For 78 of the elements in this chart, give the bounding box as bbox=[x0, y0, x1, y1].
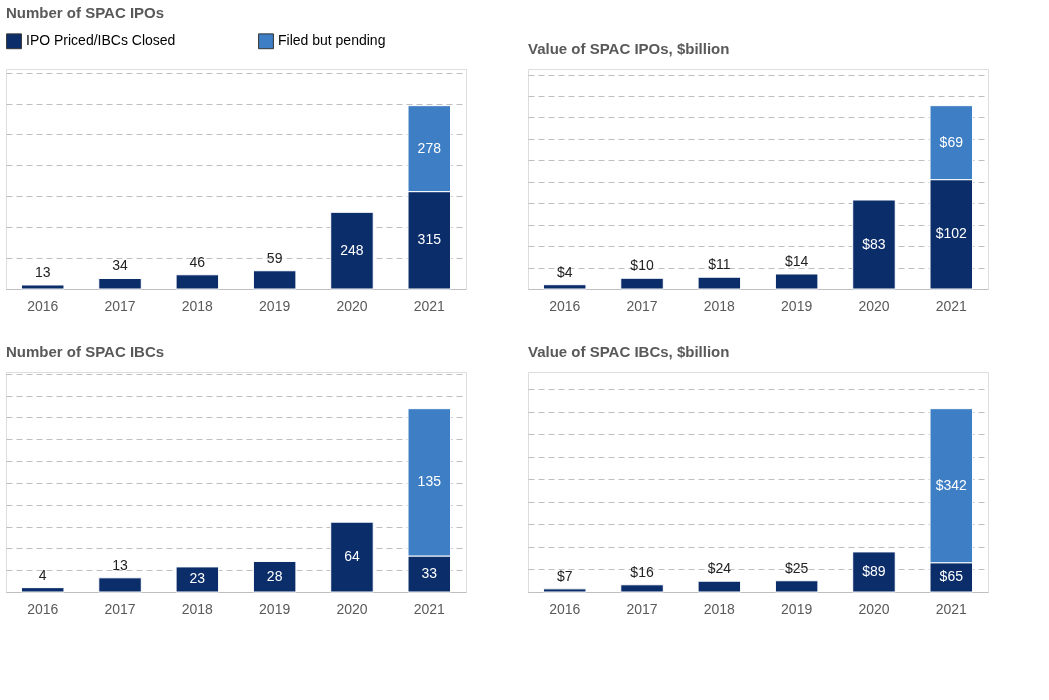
x-tick-label: 2017 bbox=[626, 600, 658, 617]
data-label: $342 bbox=[935, 476, 968, 493]
bar bbox=[620, 277, 664, 290]
x-tick-label: 2018 bbox=[181, 297, 214, 314]
x-tick-label: 2019 bbox=[259, 297, 291, 314]
data-label: $89 bbox=[862, 562, 886, 579]
bar bbox=[20, 587, 65, 593]
data-label: 34 bbox=[112, 257, 129, 274]
bar bbox=[252, 270, 297, 290]
x-tick-label: 2016 bbox=[27, 600, 59, 617]
data-label: 64 bbox=[344, 548, 360, 565]
x-tick-label: 2016 bbox=[549, 297, 581, 314]
data-label: 13 bbox=[112, 556, 129, 573]
chart-title: Value of SPAC IPOs, $billion bbox=[528, 40, 730, 57]
bar bbox=[542, 284, 587, 290]
bar bbox=[852, 551, 896, 593]
data-label: 13 bbox=[34, 263, 51, 280]
bar bbox=[175, 566, 220, 593]
x-tick-label: 2019 bbox=[259, 600, 291, 617]
data-label: 278 bbox=[417, 139, 442, 156]
x-tick-label: 2018 bbox=[703, 297, 736, 314]
data-label: $83 bbox=[862, 235, 886, 252]
data-label: $14 bbox=[784, 252, 809, 269]
bar bbox=[252, 560, 297, 593]
data-label: $24 bbox=[707, 560, 732, 577]
legend-label: Filed but pending bbox=[278, 32, 386, 49]
data-label: $102 bbox=[935, 225, 968, 242]
x-tick-label: 2020 bbox=[858, 600, 890, 617]
x-tick-label: 2019 bbox=[781, 600, 813, 617]
bar bbox=[774, 273, 819, 290]
x-tick-label: 2016 bbox=[27, 297, 59, 314]
bar bbox=[620, 584, 664, 593]
bar bbox=[852, 199, 896, 290]
data-label: $7 bbox=[556, 567, 573, 584]
chart-title: Number of SPAC IBCs bbox=[6, 343, 165, 360]
x-tick-label: 2020 bbox=[858, 297, 890, 314]
bar bbox=[542, 588, 587, 593]
data-label: 46 bbox=[189, 253, 206, 270]
bar bbox=[330, 211, 374, 290]
bar bbox=[697, 276, 742, 290]
data-label: $69 bbox=[939, 133, 964, 150]
x-tick-label: 2016 bbox=[549, 600, 581, 617]
x-tick-label: 2021 bbox=[935, 297, 968, 314]
data-label: 33 bbox=[421, 564, 438, 581]
x-tick-label: 2018 bbox=[703, 600, 736, 617]
bar bbox=[330, 521, 374, 593]
data-label: $10 bbox=[630, 257, 654, 274]
data-label: 59 bbox=[266, 249, 283, 266]
data-label: 23 bbox=[189, 570, 206, 587]
data-label: 135 bbox=[417, 473, 442, 490]
x-tick-label: 2019 bbox=[781, 297, 813, 314]
data-label: $4 bbox=[556, 263, 573, 280]
x-tick-label: 2021 bbox=[413, 297, 446, 314]
x-tick-label: 2017 bbox=[626, 297, 658, 314]
x-tick-label: 2018 bbox=[181, 600, 214, 617]
data-label: 248 bbox=[340, 241, 364, 258]
chart-title: Value of SPAC IBCs, $billion bbox=[528, 343, 730, 360]
chart-title: Number of SPAC IPOs bbox=[6, 4, 165, 21]
x-tick-label: 2017 bbox=[104, 600, 136, 617]
legend-label: IPO Priced/IBCs Closed bbox=[26, 32, 176, 49]
data-label: 315 bbox=[417, 231, 442, 248]
x-tick-label: 2020 bbox=[336, 297, 368, 314]
bar bbox=[697, 580, 742, 593]
data-label: $65 bbox=[939, 568, 964, 585]
data-label: $25 bbox=[784, 559, 809, 576]
data-label: 28 bbox=[266, 567, 283, 584]
data-label: $16 bbox=[630, 563, 654, 580]
bar bbox=[774, 580, 819, 593]
bar bbox=[98, 577, 142, 593]
bar bbox=[20, 284, 65, 290]
x-tick-label: 2017 bbox=[104, 297, 136, 314]
x-tick-label: 2020 bbox=[336, 600, 368, 617]
x-tick-label: 2021 bbox=[935, 600, 968, 617]
data-label: 4 bbox=[38, 566, 47, 583]
bar bbox=[175, 274, 220, 290]
x-tick-label: 2021 bbox=[413, 600, 446, 617]
bar bbox=[98, 277, 142, 290]
data-label: $11 bbox=[708, 256, 731, 273]
